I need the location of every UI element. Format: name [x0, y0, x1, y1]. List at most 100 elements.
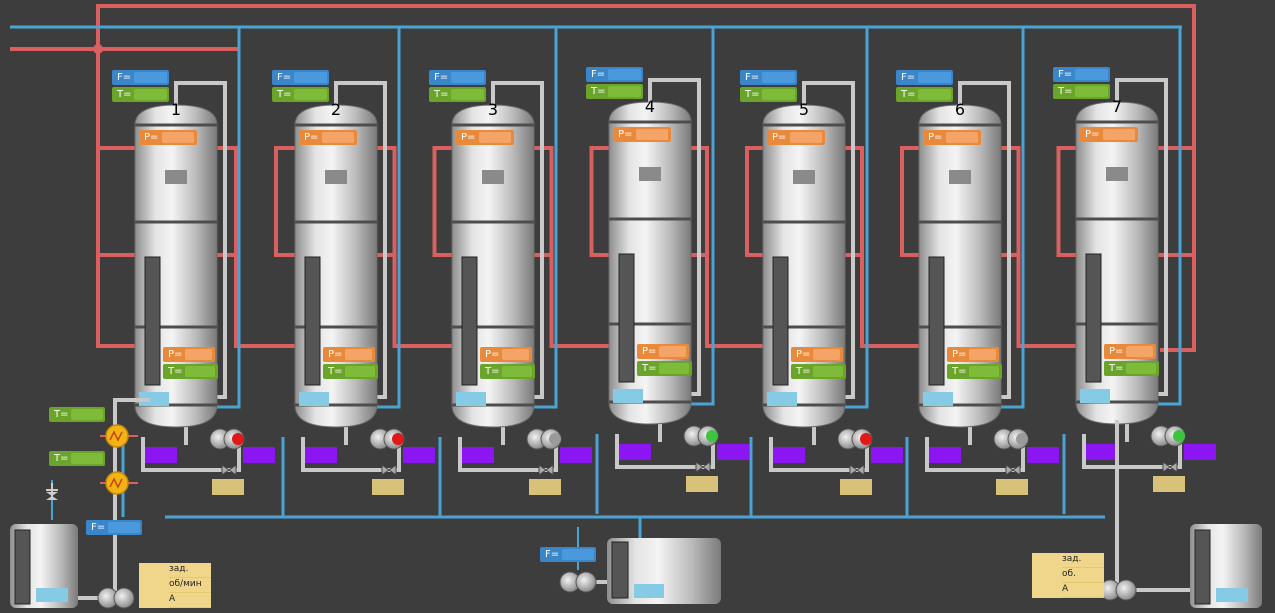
column-3-top-pressure-label: P=	[456, 130, 514, 145]
column-6-valve-setpoint[interactable]	[996, 479, 1028, 495]
column-6-flow-label: F=	[896, 70, 953, 85]
column-5-top-pressure-label: P=	[767, 130, 825, 145]
column-3-bottom-pressure-label: P=	[480, 347, 532, 362]
column-2-vessel	[294, 104, 378, 428]
column-5-number: 5	[798, 100, 810, 119]
column-1-vessel	[134, 104, 218, 428]
column-4-top-pressure-label: P=	[613, 127, 671, 142]
column-5-flow-label: F=	[740, 70, 797, 85]
column-6-valve-box-right[interactable]	[1027, 447, 1059, 463]
column-5-bottom-temp-label: T=	[791, 364, 846, 379]
column-1-pump[interactable]	[209, 428, 245, 450]
column-5-pipes	[749, 27, 919, 517]
column-2-valve-box-right[interactable]	[403, 447, 435, 463]
setpoint-label: зад.	[169, 563, 211, 578]
column-3-pump[interactable]	[526, 428, 562, 450]
column-5-valve-box-left[interactable]	[773, 447, 805, 463]
column-7-number: 7	[1111, 97, 1123, 116]
column-7-flow-label: F=	[1053, 67, 1110, 82]
setpoint-label: зад.	[1062, 553, 1104, 568]
column-2-valve-setpoint[interactable]	[372, 479, 404, 495]
column-7-valve[interactable]	[1162, 461, 1178, 473]
hot-header	[10, 4, 1196, 352]
column-7-valve-box-right[interactable]	[1184, 444, 1216, 460]
column-4-valve[interactable]	[695, 461, 711, 473]
column-4-valve-box-right[interactable]	[717, 444, 749, 460]
column-7-valve-box-left[interactable]	[1086, 444, 1118, 460]
column-6-pipes	[905, 27, 1076, 517]
column-1-bottom-temp-label: T=	[163, 364, 218, 379]
column-2-number: 2	[330, 100, 342, 119]
column-1-number: 1	[170, 100, 182, 119]
column-5-pump[interactable]	[837, 428, 873, 450]
column-5-vessel	[762, 104, 846, 428]
column-1-flow-label: F=	[112, 70, 169, 85]
cold-header	[10, 25, 1182, 519]
column-7-top-pressure-label: P=	[1080, 127, 1138, 142]
feed-flow-label: F=	[86, 520, 142, 535]
product-pump-controller[interactable]: зад. об. А	[1032, 553, 1104, 598]
current-label: А	[169, 593, 211, 608]
column-5-temp-label: T=	[740, 87, 797, 102]
column-5-valve-setpoint[interactable]	[840, 479, 872, 495]
column-6-bottom-pressure-label: P=	[947, 347, 999, 362]
column-4-flow-label: F=	[586, 67, 643, 82]
column-5-bottom-pressure-label: P=	[791, 347, 843, 362]
column-3-valve-box-left[interactable]	[462, 447, 494, 463]
column-1-bottom-pressure-label: P=	[163, 347, 215, 362]
column-2-bottom-temp-label: T=	[323, 364, 378, 379]
product-pump[interactable]	[1099, 579, 1137, 601]
column-1-valve[interactable]	[221, 464, 237, 476]
column-1-valve-box-right[interactable]	[243, 447, 275, 463]
column-4-vessel	[608, 101, 692, 425]
column-6-valve[interactable]	[1005, 464, 1021, 476]
heat-exchanger-1	[100, 424, 138, 448]
column-3-valve-box-right[interactable]	[560, 447, 592, 463]
column-6-temp-label: T=	[896, 87, 953, 102]
column-7-temp-label: T=	[1053, 84, 1110, 99]
column-3-temp-label: T=	[429, 87, 486, 102]
column-4-pipes	[595, 27, 763, 514]
column-1-valve-box-left[interactable]	[145, 447, 177, 463]
column-3-pipes	[438, 27, 609, 517]
column-4-pump[interactable]	[683, 425, 719, 447]
heater1-temp-label: T=	[49, 407, 105, 422]
column-6-vessel	[918, 104, 1002, 428]
column-1-pipes	[96, 27, 295, 517]
feed-pump-controller[interactable]: зад. об/мин А	[139, 563, 211, 608]
column-3-vessel	[451, 104, 535, 428]
column-6-top-pressure-label: P=	[923, 130, 981, 145]
column-3-valve[interactable]	[538, 464, 554, 476]
column-4-number: 4	[644, 97, 656, 116]
column-3-flow-label: F=	[429, 70, 486, 85]
current-label: А	[1062, 583, 1104, 598]
column-1-valve-setpoint[interactable]	[212, 479, 244, 495]
column-6-pump[interactable]	[993, 428, 1029, 450]
column-6-valve-box-left[interactable]	[929, 447, 961, 463]
column-4-bottom-temp-label: T=	[637, 361, 692, 376]
column-7-valve-setpoint[interactable]	[1153, 476, 1185, 492]
column-7-vessel	[1075, 101, 1159, 425]
middle-pump[interactable]	[559, 571, 597, 593]
column-2-pump[interactable]	[369, 428, 405, 450]
column-4-temp-label: T=	[586, 84, 643, 99]
heater2-temp-label: T=	[49, 451, 105, 466]
column-3-bottom-temp-label: T=	[480, 364, 535, 379]
column-3-valve-setpoint[interactable]	[529, 479, 561, 495]
feed-pump[interactable]	[78, 587, 135, 609]
column-4-valve-box-left[interactable]	[619, 444, 651, 460]
speed-label: об.	[1062, 568, 1104, 583]
column-7-bottom-pressure-label: P=	[1104, 344, 1156, 359]
column-7-pipes	[1062, 27, 1194, 514]
column-2-top-pressure-label: P=	[299, 130, 357, 145]
column-2-temp-label: T=	[272, 87, 329, 102]
column-5-valve-box-right[interactable]	[871, 447, 903, 463]
column-6-number: 6	[954, 100, 966, 119]
column-4-valve-setpoint[interactable]	[686, 476, 718, 492]
column-7-pump[interactable]	[1150, 425, 1186, 447]
column-2-valve[interactable]	[381, 464, 397, 476]
column-5-valve[interactable]	[849, 464, 865, 476]
column-2-valve-box-left[interactable]	[305, 447, 337, 463]
column-4-bottom-pressure-label: P=	[637, 344, 689, 359]
